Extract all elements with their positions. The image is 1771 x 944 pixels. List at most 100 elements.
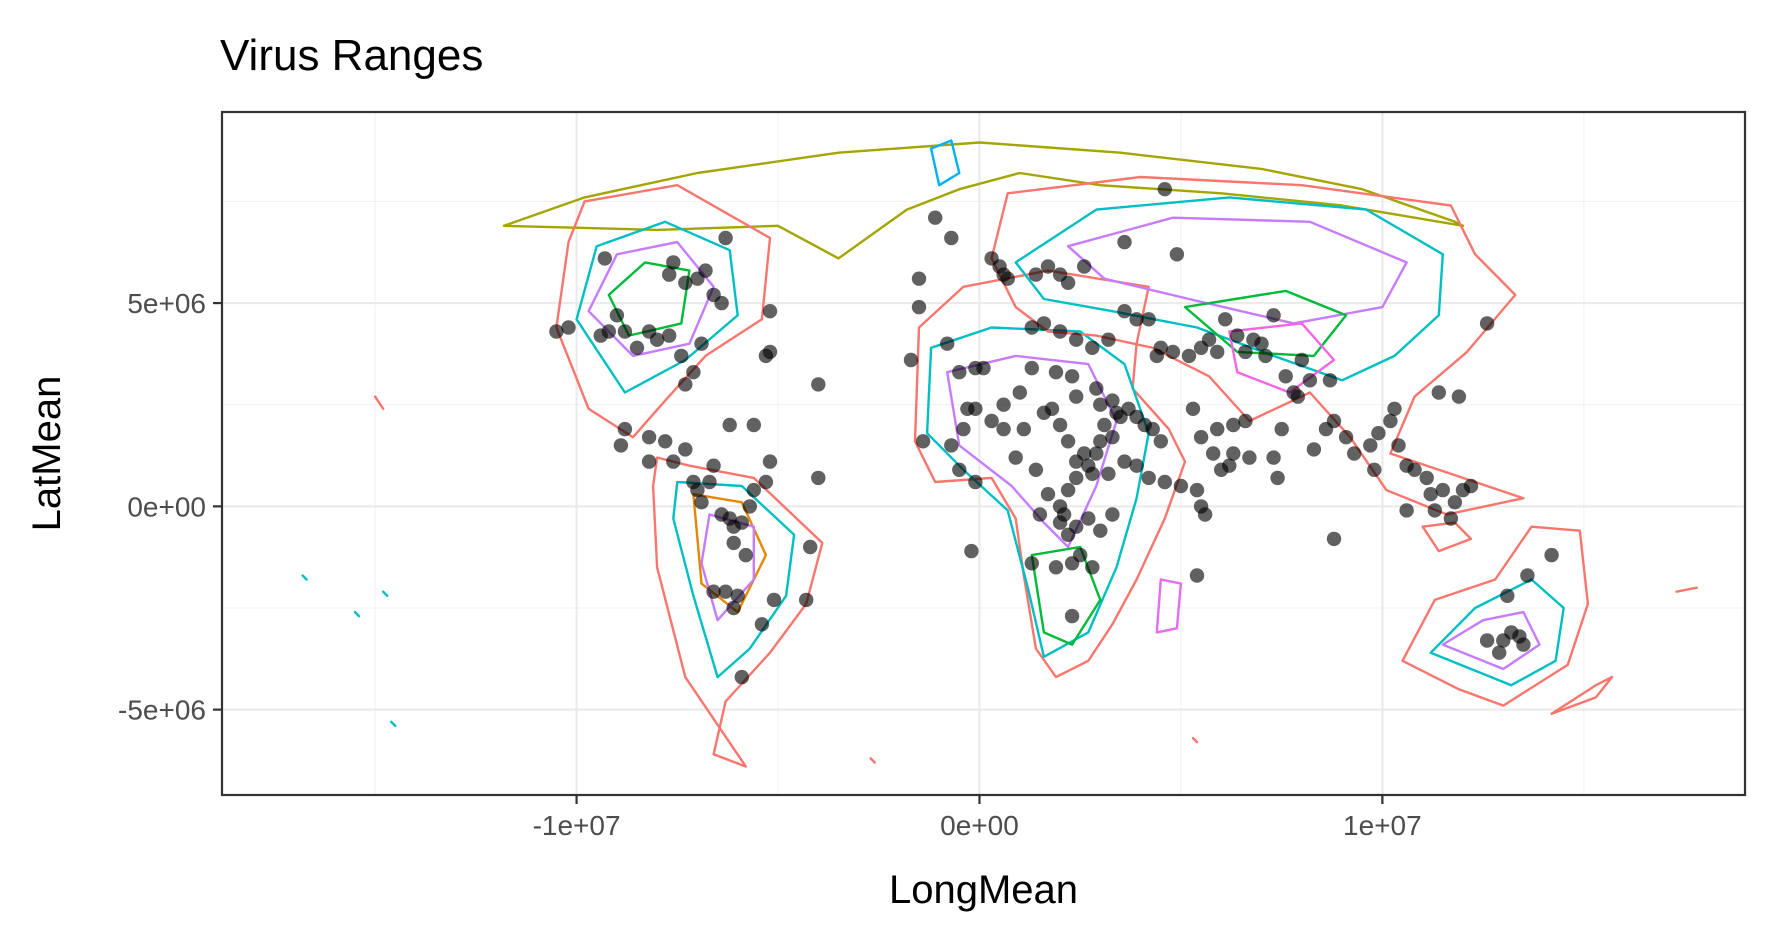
data-point: [1105, 507, 1120, 522]
data-point: [1036, 316, 1052, 331]
data-point: [1052, 515, 1068, 530]
data-point: [1024, 360, 1040, 376]
data-point: [1185, 401, 1201, 416]
data-point: [811, 470, 826, 486]
x-tick-label: 1e+07: [1343, 810, 1422, 841]
data-point: [968, 474, 983, 490]
data-point: [928, 210, 943, 225]
data-point: [1266, 450, 1281, 465]
data-point: [694, 495, 709, 510]
data-point: [666, 454, 681, 469]
data-point: [944, 230, 959, 246]
virus-points: [549, 182, 1559, 685]
data-point: [1093, 523, 1108, 538]
data-point: [1399, 503, 1414, 518]
virus-range-21: [1550, 675, 1614, 715]
data-point: [1306, 442, 1322, 457]
data-point: [641, 430, 657, 445]
data-point: [641, 454, 657, 469]
data-point: [1069, 389, 1084, 404]
data-point: [1141, 312, 1156, 327]
data-point: [1479, 316, 1495, 331]
virus-range-26: [301, 574, 308, 581]
data-point: [915, 434, 931, 449]
data-point: [1129, 458, 1144, 473]
virus-range-22: [929, 139, 961, 187]
data-point: [1189, 568, 1205, 583]
data-point: [1238, 413, 1253, 429]
data-point: [1153, 340, 1169, 355]
data-point: [1052, 499, 1068, 514]
data-point: [1492, 645, 1507, 660]
virus-range-24: [1421, 521, 1473, 553]
data-point: [1463, 478, 1479, 494]
data-point: [1012, 385, 1027, 400]
data-point: [762, 344, 778, 360]
data-point: [1322, 373, 1338, 388]
data-point: [613, 438, 629, 453]
data-point: [1117, 234, 1132, 250]
data-point: [1363, 438, 1378, 453]
data-point: [1371, 426, 1386, 441]
data-point: [1270, 470, 1285, 486]
data-point: [940, 336, 955, 351]
data-point: [1040, 487, 1056, 502]
virus-range-20: [1441, 610, 1541, 671]
data-point: [762, 304, 778, 319]
data-point: [1060, 434, 1076, 449]
data-point: [549, 324, 564, 339]
data-point: [1226, 446, 1241, 461]
data-point: [811, 377, 826, 392]
virus-range-31: [869, 757, 876, 764]
data-point: [617, 421, 633, 437]
data-point: [1052, 324, 1068, 339]
data-point: [976, 360, 991, 376]
data-point: [1105, 430, 1120, 445]
x-tick-label: -1e+07: [533, 810, 621, 841]
data-point: [956, 421, 971, 437]
data-point: [1387, 401, 1402, 416]
data-point: [1479, 633, 1495, 648]
data-point: [1153, 434, 1169, 449]
data-point: [911, 299, 927, 315]
panel-border: [220, 110, 1747, 797]
data-point: [1181, 348, 1197, 364]
data-point: [1210, 421, 1225, 437]
data-point: [662, 267, 677, 282]
data-point: [1129, 312, 1144, 327]
y-tick-label: -5e+06: [118, 695, 206, 726]
data-point: [1169, 247, 1185, 262]
data-point: [1238, 344, 1253, 360]
y-tick-label: 0e+00: [127, 491, 206, 522]
virus-range-5: [651, 456, 824, 768]
data-point: [1048, 365, 1064, 380]
data-point: [1222, 458, 1237, 473]
data-point: [718, 230, 733, 246]
virus-range-16: [1183, 289, 1348, 358]
data-point: [1210, 344, 1225, 360]
data-point: [666, 255, 681, 270]
data-point: [1016, 421, 1031, 437]
x-tick-label: 0e+00: [940, 810, 1019, 841]
data-point: [1383, 413, 1398, 429]
data-point: [1367, 462, 1382, 477]
data-point: [1165, 344, 1181, 360]
data-point: [1435, 482, 1451, 498]
data-point: [758, 474, 774, 490]
data-point: [968, 401, 983, 416]
data-point: [1117, 304, 1132, 319]
data-point: [1266, 308, 1281, 323]
data-point: [1347, 446, 1362, 461]
data-point: [944, 438, 959, 453]
data-point: [601, 324, 616, 339]
virus-range-30: [1675, 586, 1698, 593]
data-point: [734, 515, 749, 530]
data-point: [706, 287, 721, 303]
data-point: [686, 365, 701, 380]
data-point: [799, 592, 814, 608]
data-point: [1189, 482, 1205, 498]
virus-range-18: [1401, 525, 1590, 707]
data-point: [766, 592, 782, 608]
